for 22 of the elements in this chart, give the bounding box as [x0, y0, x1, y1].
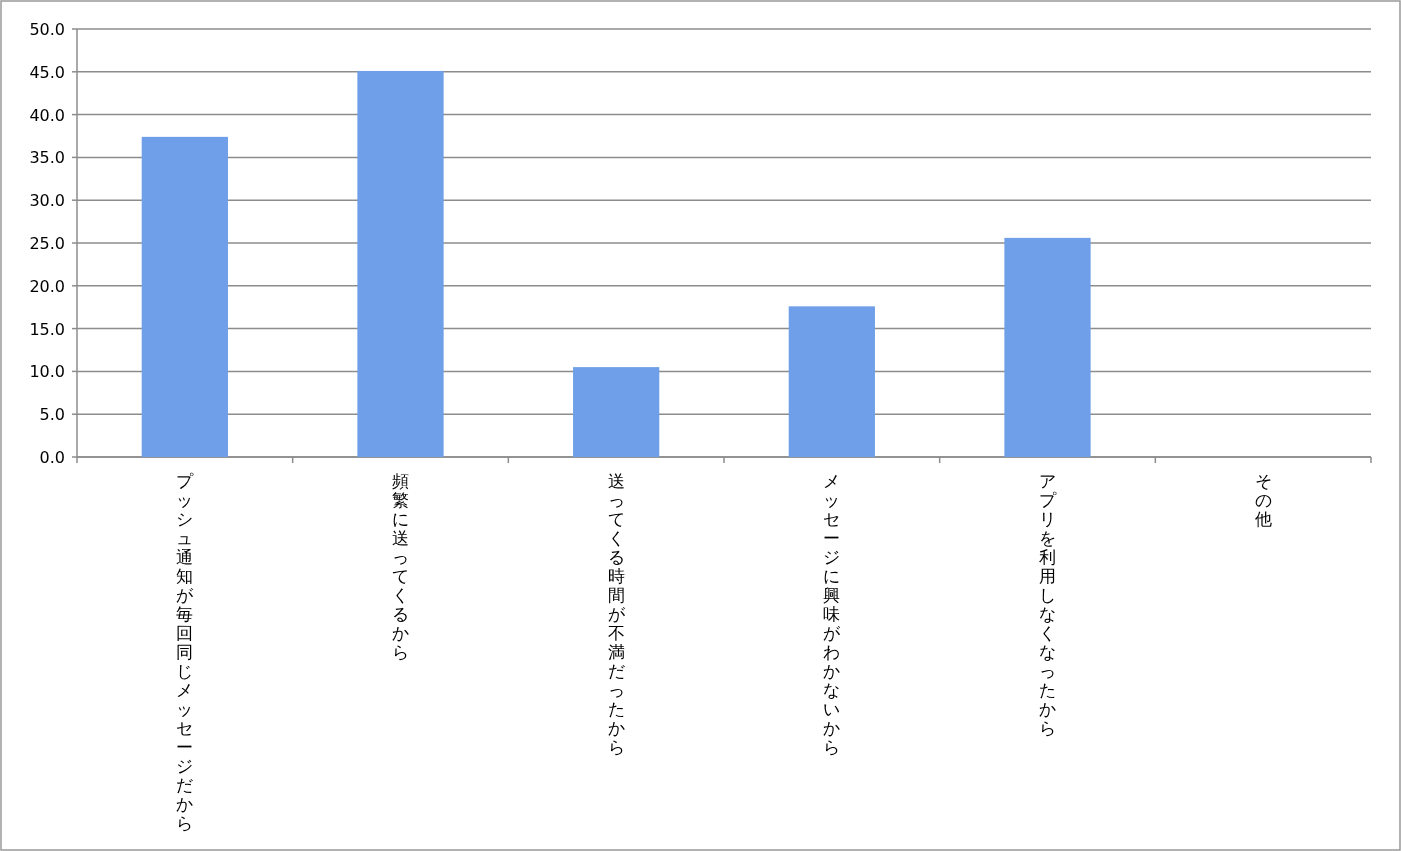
y-tick-label: 15.0	[29, 319, 65, 339]
category-label: 頻繁に送ってくるから	[392, 471, 409, 662]
y-tick-label: 30.0	[29, 191, 65, 211]
category-label: 送ってくる時間が不満だったから	[607, 471, 625, 757]
y-tick-label: 50.0	[29, 20, 65, 39]
y-tick-label: 45.0	[29, 62, 65, 82]
y-tick-label: 5.0	[39, 405, 65, 425]
y-tick-label: 40.0	[29, 105, 65, 125]
y-tick-label: 20.0	[29, 276, 65, 296]
category-label: プッシュ通知が毎回同じメッセージだから	[176, 471, 194, 833]
bar	[573, 367, 660, 457]
y-tick-label: 35.0	[29, 148, 65, 168]
category-label: メッセージに興味がわかないから	[823, 471, 841, 757]
bar	[1004, 237, 1091, 457]
y-tick-label: 10.0	[29, 362, 65, 382]
x-tick-label: その他	[1254, 471, 1272, 529]
bar	[141, 136, 228, 457]
bar	[357, 70, 444, 457]
category-label: アプリを利用しなくなったから	[1039, 471, 1056, 738]
bar	[788, 306, 875, 457]
y-tick-label: 25.0	[29, 234, 65, 253]
y-tick-label: 0.0	[39, 448, 65, 467]
